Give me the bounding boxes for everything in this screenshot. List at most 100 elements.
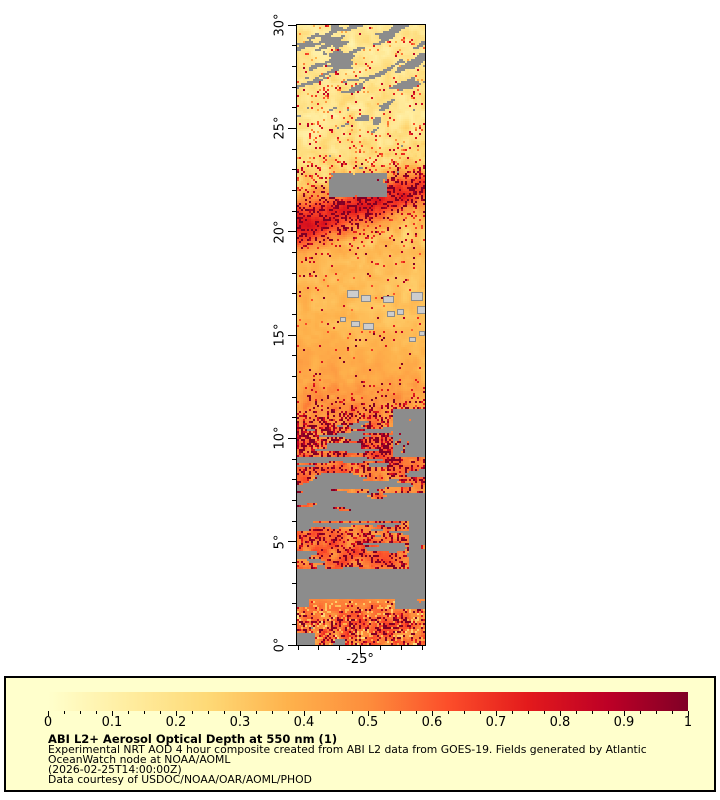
- colorbar-minor-tick: [319, 711, 321, 714]
- legend-title: ABI L2+ Aerosol Optical Depth at 550 nm …: [48, 732, 338, 746]
- lat-major-tick: [288, 541, 296, 543]
- lat-minor-tick: [292, 396, 296, 398]
- lat-minor-tick: [292, 293, 296, 295]
- colorbar-minor-tick: [479, 711, 481, 714]
- lat-minor-tick: [292, 86, 296, 88]
- lat-minor-tick: [292, 623, 296, 625]
- lat-minor-tick: [292, 189, 296, 191]
- lat-major-tick: [288, 24, 296, 26]
- lat-tick-label: 20°: [272, 220, 288, 244]
- colorbar-major-tick: [303, 711, 305, 716]
- lat-major-tick: [288, 334, 296, 336]
- colorbar-tick-label: 0.8: [549, 715, 571, 730]
- colorbar-minor-tick: [287, 711, 289, 714]
- colorbar-major-tick: [239, 711, 241, 716]
- colorbar-minor-tick: [527, 711, 529, 714]
- colorbar-tick-label: 1: [683, 715, 693, 730]
- lon-minor-tick: [421, 646, 423, 650]
- colorbar-minor-tick: [383, 711, 385, 714]
- lat-major-tick: [288, 231, 296, 233]
- colorbar-tick-label: 0.2: [165, 715, 187, 730]
- colorbar-minor-tick: [79, 711, 81, 714]
- colorbar-minor-tick: [255, 711, 257, 714]
- lon-minor-tick: [318, 646, 320, 650]
- colorbar-major-tick: [47, 711, 49, 716]
- colorbar-minor-tick: [399, 711, 401, 714]
- colorbar-minor-tick: [159, 711, 161, 714]
- lat-minor-tick: [292, 479, 296, 481]
- colorbar-minor-tick: [95, 711, 97, 714]
- lat-minor-tick: [292, 355, 296, 357]
- lat-minor-tick: [292, 148, 296, 150]
- lat-minor-tick: [292, 313, 296, 315]
- lat-minor-tick: [292, 169, 296, 171]
- lat-minor-tick: [292, 520, 296, 522]
- legend-line-2: OceanWatch node at NOAA/AOML: [48, 752, 231, 766]
- lat-minor-tick: [292, 45, 296, 47]
- lat-minor-tick: [292, 603, 296, 605]
- colorbar-major-tick: [367, 711, 369, 716]
- lon-minor-tick: [400, 646, 402, 650]
- lat-minor-tick: [292, 251, 296, 253]
- colorbar-minor-tick: [543, 711, 545, 714]
- lon-minor-tick: [297, 646, 299, 650]
- colorbar-minor-tick: [191, 711, 193, 714]
- lat-minor-tick: [292, 499, 296, 501]
- colorbar-minor-tick: [415, 711, 417, 714]
- lat-minor-tick: [292, 210, 296, 212]
- lon-minor-tick: [380, 646, 382, 650]
- map-frame: [296, 24, 426, 646]
- colorbar-major-tick: [559, 711, 561, 716]
- lon-major-tick: [359, 646, 361, 654]
- lat-minor-tick: [292, 458, 296, 460]
- lat-tick-label: 25°: [272, 116, 288, 140]
- lat-minor-tick: [292, 107, 296, 109]
- colorbar-minor-tick: [143, 711, 145, 714]
- lat-minor-tick: [292, 561, 296, 563]
- colorbar-minor-tick: [655, 711, 657, 714]
- lat-minor-tick: [292, 65, 296, 67]
- legend-line-1: Experimental NRT AOD 4 hour composite cr…: [48, 743, 647, 756]
- colorbar-minor-tick: [207, 711, 209, 714]
- lat-tick-label: 15°: [272, 323, 288, 347]
- colorbar-tick-label: 0.7: [485, 715, 507, 730]
- lat-tick-label: 10°: [272, 426, 288, 450]
- colorbar-minor-tick: [511, 711, 513, 714]
- lat-major-tick: [288, 127, 296, 129]
- lat-major-tick: [288, 437, 296, 439]
- legend-panel: 0 0.1 0.2 0.3 0.4 0.5 0.6 0.7 0.8 0.9 1 ABI L2+ Ae…: [4, 676, 716, 792]
- lat-tick-label: 30°: [272, 13, 288, 37]
- colorbar-minor-tick: [607, 711, 609, 714]
- colorbar-major-tick: [111, 711, 113, 716]
- colorbar-minor-tick: [671, 711, 673, 714]
- colorbar-tick-label: 0.4: [293, 715, 315, 730]
- legend-line-3: (2026-02-25T14:00:00Z): [48, 762, 182, 776]
- colorbar-major-tick: [687, 711, 689, 716]
- colorbar-minor-tick: [223, 711, 225, 714]
- colorbar-minor-tick: [335, 711, 337, 714]
- colorbar-major-tick: [495, 711, 497, 716]
- lon-minor-tick: [338, 646, 340, 650]
- lat-tick-label: 5°: [272, 534, 288, 550]
- legend-line-4: Data courtesy of USDOC/NOAA/OAR/AOML/PHO…: [48, 772, 312, 786]
- lat-minor-tick: [292, 272, 296, 274]
- lon-tick-label: -25°: [346, 652, 374, 667]
- colorbar-tick-label: 0.3: [229, 715, 251, 730]
- colorbar-minor-tick: [127, 711, 129, 714]
- colorbar: [48, 692, 688, 711]
- colorbar-minor-tick: [447, 711, 449, 714]
- lat-tick-label: 0°: [272, 637, 288, 653]
- colorbar-minor-tick: [63, 711, 65, 714]
- lat-minor-tick: [292, 417, 296, 419]
- colorbar-minor-tick: [271, 711, 273, 714]
- colorbar-minor-tick: [591, 711, 593, 714]
- colorbar-minor-tick: [639, 711, 641, 714]
- legend-text: ABI L2+ Aerosol Optical Depth at 550 nm …: [48, 732, 647, 786]
- lat-minor-tick: [292, 375, 296, 377]
- colorbar-major-tick: [623, 711, 625, 716]
- colorbar-tick-label: 0.6: [421, 715, 443, 730]
- lat-minor-tick: [292, 582, 296, 584]
- colorbar-major-tick: [175, 711, 177, 716]
- colorbar-minor-tick: [351, 711, 353, 714]
